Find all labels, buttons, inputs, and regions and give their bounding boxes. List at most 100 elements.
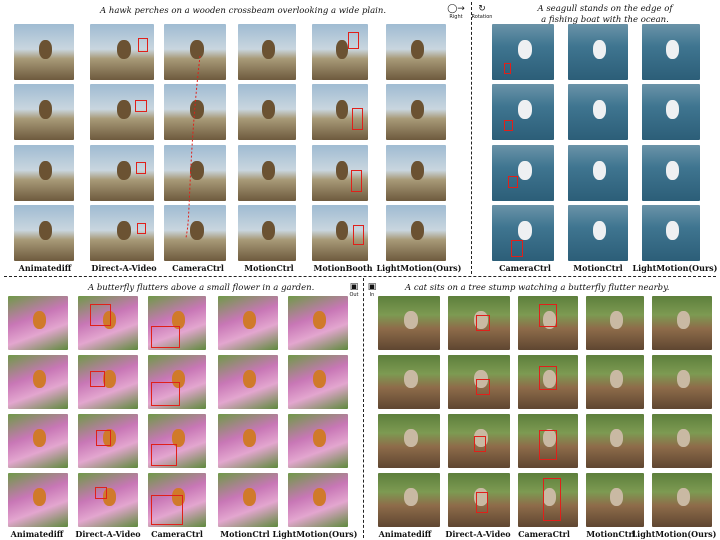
butterfly-frame-c2-r3 xyxy=(78,414,138,468)
butterfly-motion-bbox xyxy=(95,487,107,499)
butterfly-frame-c3-r3 xyxy=(148,414,206,468)
butterfly-subject xyxy=(313,311,326,329)
hawk-subject xyxy=(117,40,131,59)
cat-label-motionctrl: MotionCtrl xyxy=(586,529,636,539)
seagull-subject xyxy=(593,161,606,180)
cat-subject xyxy=(404,488,418,506)
butterfly-frame-c3-r1 xyxy=(148,296,206,350)
butterfly-label-direct-a-video: Direct-A-Video xyxy=(75,529,141,539)
seagull-subject xyxy=(518,221,532,240)
hawk-frame-c5-r1 xyxy=(312,24,368,80)
seagull-motion-bbox xyxy=(504,63,511,74)
cat-subject xyxy=(610,311,623,329)
butterfly-frame-c5-r3 xyxy=(288,414,348,468)
butterfly-subject xyxy=(172,370,185,388)
cat-frame-c1-r1 xyxy=(378,296,440,350)
hawk-subject xyxy=(117,100,131,119)
cat-frame-c2-r3 xyxy=(448,414,510,468)
seagull-motion-bbox xyxy=(504,120,513,131)
cat-subject xyxy=(543,311,556,329)
hawk-subject xyxy=(411,161,424,180)
cat-subject xyxy=(677,311,690,329)
hawk-frame-c5-r2 xyxy=(312,84,368,140)
butterfly-motion-bbox xyxy=(151,326,180,348)
cat-frame-c5-r3 xyxy=(652,414,712,468)
seagull-caption-line2: a fishing boat with the ocean. xyxy=(541,15,669,25)
butterfly-label-motionctrl: MotionCtrl xyxy=(220,529,270,539)
cat-frame-c1-r4 xyxy=(378,473,440,527)
cat-label-animatediff: Animatediff xyxy=(378,529,432,539)
hawk-subject xyxy=(190,100,204,119)
seagull-frame-c2-r1 xyxy=(568,24,628,80)
divider-top-vertical xyxy=(471,2,472,274)
cat-label-direct-a-video: Direct-A-Video xyxy=(445,529,511,539)
divider-horizontal xyxy=(4,276,716,277)
hawk-subject xyxy=(117,221,131,240)
cat-frame-c4-r3 xyxy=(586,414,644,468)
seagull-subject xyxy=(666,100,679,119)
cat-subject xyxy=(610,429,623,447)
butterfly-frame-c5-r4 xyxy=(288,473,348,527)
butterfly-subject xyxy=(243,311,256,329)
seagull-frame-c1-r1 xyxy=(492,24,554,80)
butterfly-frame-c3-r4 xyxy=(148,473,206,527)
cat-frame-c4-r1 xyxy=(586,296,644,350)
seagull-subject xyxy=(518,161,532,180)
hawk-frame-c1-r1 xyxy=(14,24,74,80)
cat-motion-bbox xyxy=(474,436,486,452)
seagull-frame-c3-r3 xyxy=(642,145,700,201)
hawk-motion-bbox xyxy=(348,32,359,49)
butterfly-subject xyxy=(33,429,46,447)
butterfly-frame-c4-r4 xyxy=(218,473,278,527)
cat-frame-c3-r2 xyxy=(518,355,578,409)
butterfly-frame-c2-r1 xyxy=(78,296,138,350)
seagull-label-lightmotion: LightMotion(Ours) xyxy=(632,263,718,273)
cat-subject xyxy=(610,488,623,506)
butterfly-subject xyxy=(243,429,256,447)
butterfly-subject xyxy=(243,370,256,388)
seagull-frame-c3-r4 xyxy=(642,205,700,261)
butterfly-motion-bbox xyxy=(96,430,111,446)
hawk-frame-c6-r1 xyxy=(386,24,446,80)
butterfly-subject xyxy=(33,311,46,329)
hawk-frame-c1-r3 xyxy=(14,145,74,201)
cat-subject xyxy=(474,429,488,447)
camera-rotation-icon: ↻ Rotation xyxy=(471,4,493,20)
hawk-frame-c3-r2 xyxy=(164,84,226,140)
seagull-subject xyxy=(593,100,606,119)
camera-zoom-in-icon: ▣ In xyxy=(367,282,377,298)
camera-rotation-label: Rotation xyxy=(471,14,493,20)
hawk-frame-c2-r3 xyxy=(90,145,154,201)
butterfly-subject xyxy=(172,429,185,447)
seagull-frame-c1-r3 xyxy=(492,145,554,201)
butterfly-label-animatediff: Animatediff xyxy=(10,529,64,539)
butterfly-motion-bbox xyxy=(90,304,111,326)
cat-caption: A cat sits on a tree stump watching a bu… xyxy=(405,283,670,293)
camera-out-label: Out xyxy=(349,292,359,298)
cat-frame-c3-r1 xyxy=(518,296,578,350)
seagull-frame-c1-r2 xyxy=(492,84,554,140)
hawk-subject xyxy=(117,161,131,180)
hawk-subject xyxy=(262,40,275,59)
butterfly-caption: A butterfly flutters above a small flowe… xyxy=(88,283,315,293)
hawk-subject xyxy=(39,221,52,240)
hawk-subject xyxy=(336,100,348,119)
butterfly-subject xyxy=(103,311,116,329)
butterfly-subject xyxy=(313,429,326,447)
hawk-subject xyxy=(190,161,204,180)
cat-frame-c2-r1 xyxy=(448,296,510,350)
hawk-frame-c3-r4 xyxy=(164,205,226,261)
butterfly-frame-c1-r4 xyxy=(8,473,68,527)
hawk-subject xyxy=(39,161,52,180)
cat-subject xyxy=(677,429,690,447)
seagull-frame-c2-r4 xyxy=(568,205,628,261)
seagull-subject xyxy=(593,40,606,59)
seagull-label-motionctrl: MotionCtrl xyxy=(573,263,623,273)
cat-subject xyxy=(543,488,556,506)
hawk-frame-c4-r2 xyxy=(238,84,296,140)
hawk-label-motionctrl: MotionCtrl xyxy=(244,263,294,273)
hawk-frame-c4-r3 xyxy=(238,145,296,201)
cat-frame-c1-r2 xyxy=(378,355,440,409)
seagull-subject xyxy=(593,221,606,240)
